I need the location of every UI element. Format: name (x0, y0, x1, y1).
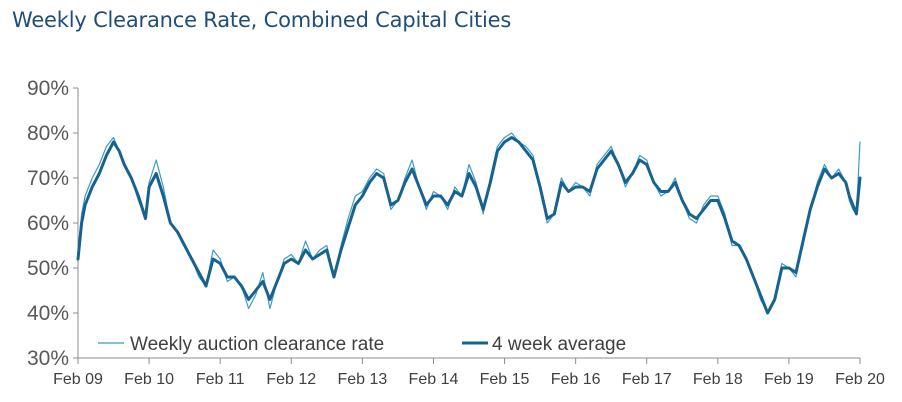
y-tick-label: 80% (27, 122, 69, 145)
x-tick-label: Feb 15 (480, 371, 530, 388)
y-tick-label: 40% (27, 302, 69, 325)
y-tick-label: 60% (27, 212, 69, 235)
series-layer (76, 132, 862, 315)
legend-label-average: 4 week average (492, 334, 626, 355)
x-tick-label: Feb 14 (409, 371, 459, 388)
x-tick-label: Feb 16 (551, 371, 601, 388)
x-tick-label: Feb 09 (53, 371, 103, 388)
x-tick-label: Feb 10 (124, 371, 174, 388)
x-tick-label: Feb 19 (764, 371, 814, 388)
x-tick-label: Feb 20 (835, 371, 885, 388)
x-tick-label: Feb 13 (337, 371, 387, 388)
legend-label-weekly: Weekly auction clearance rate (130, 334, 384, 355)
y-tick-label: 90% (27, 77, 69, 100)
chart-title: Weekly Clearance Rate, Combined Capital … (12, 8, 512, 32)
series-4-week-average-line (76, 136, 862, 315)
y-tick-label: 70% (27, 167, 69, 190)
y-tick-label: 30% (27, 347, 69, 370)
legend: Weekly auction clearance rate 4 week aver… (98, 334, 626, 355)
x-tick-label: Feb 18 (693, 371, 743, 388)
series-weekly-clearance-line (77, 132, 861, 314)
x-tick-label: Feb 12 (266, 371, 316, 388)
axes: 30% 40% 50% 60% 70% 80% 90% Feb 09 Feb 10 Feb 11 F… (27, 77, 885, 388)
x-tick-label: Feb 17 (622, 371, 672, 388)
x-tick-label: Feb 11 (196, 371, 245, 388)
y-tick-label: 50% (27, 257, 69, 280)
